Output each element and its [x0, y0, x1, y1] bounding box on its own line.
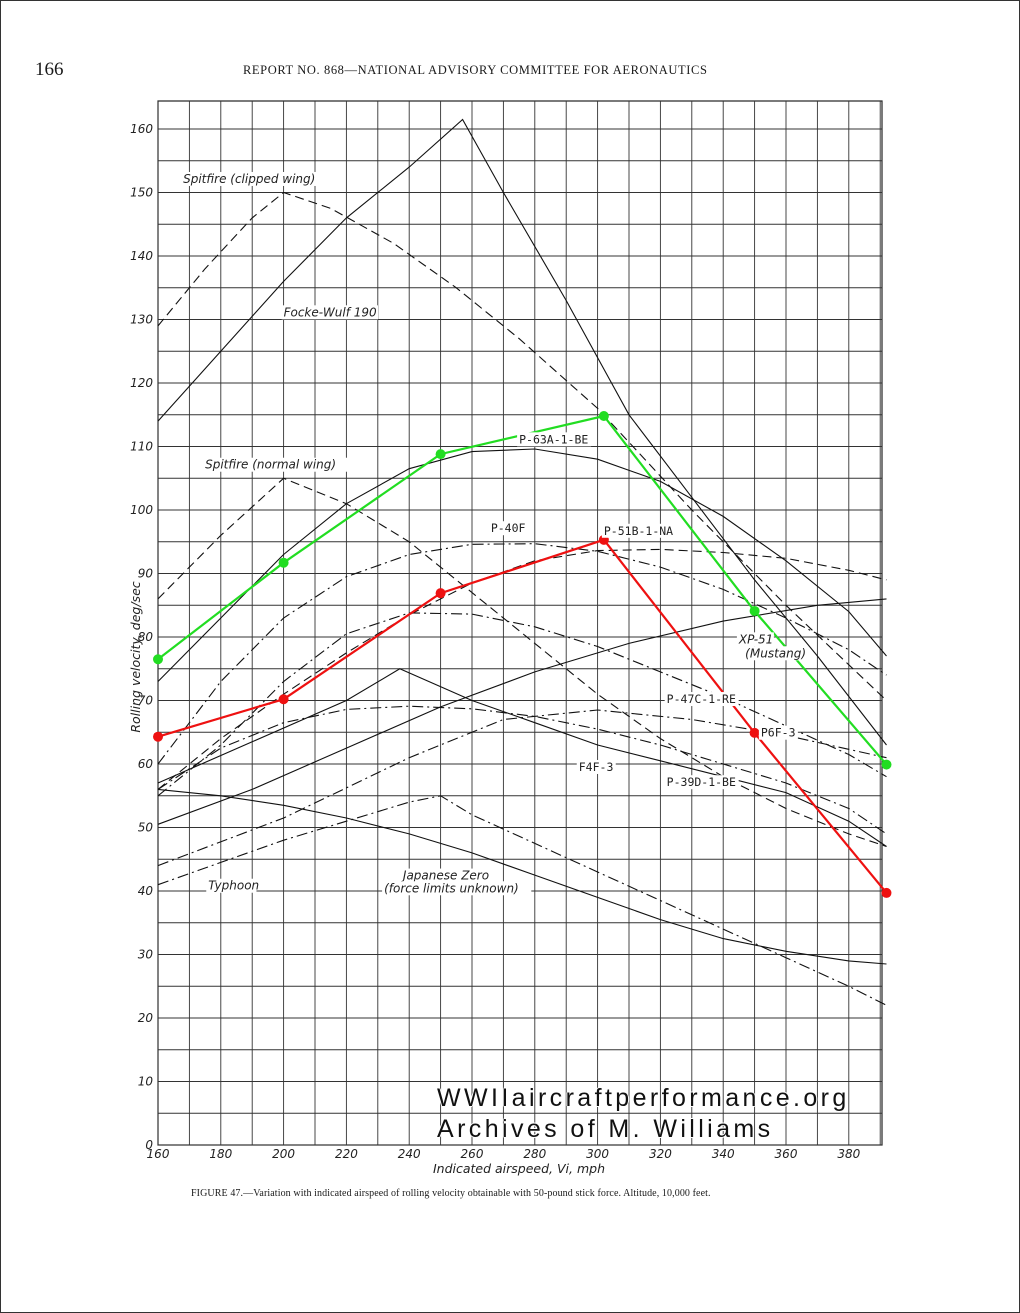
page-number: 166: [35, 59, 64, 80]
overlay-point-13: [598, 411, 609, 422]
x-tick-label: 320: [649, 1147, 672, 1161]
x-tick-label: 200: [272, 1147, 295, 1161]
curve-label-bg: [517, 432, 592, 447]
watermark: WWIIaircraftperformance.org Archives of …: [437, 1083, 850, 1145]
running-head: REPORT NO. 868—NATIONAL ADVISORY COMMITT…: [243, 63, 708, 77]
curve-label-bg: [576, 759, 616, 774]
curve-label: XP-51: [738, 632, 773, 646]
y-axis-title: Rolling velocity, deg/sec: [128, 581, 143, 732]
y-tick-label: 10: [138, 1075, 154, 1089]
y-tick-label: 0: [145, 1138, 153, 1152]
rolling-velocity-chart: 160 180 200 220 240 260 280 300 320 340 360 380 0 10 2…: [128, 100, 892, 1176]
curve-label-bg: [758, 725, 798, 740]
curve-label-bg: [382, 881, 532, 896]
curve-label-bg: [664, 775, 739, 790]
chart-labels: Spitfire (clipped wing) Focke-Wulf 190 Spi…: [181, 171, 807, 896]
y-tick-label: 160: [130, 122, 153, 136]
y-tick-label: 140: [130, 249, 153, 263]
overlay-point-13: [278, 557, 289, 568]
x-tick-label: 240: [398, 1147, 421, 1161]
curve-japanese-zero: [157, 795, 887, 1006]
overlay-point-13: [749, 605, 760, 616]
curve-p-40f: [157, 543, 887, 765]
y-tick-label: 60: [138, 757, 154, 771]
curve-label: Focke-Wulf 190: [284, 305, 377, 319]
figure-caption: FIGURE 47.—Variation with indicated airs…: [191, 1188, 711, 1199]
curve-label: P-39D-1-BE: [667, 775, 736, 789]
curve-p-51b-1-na: [157, 548, 887, 790]
curve-label: P-51B-1-NA: [604, 524, 673, 538]
x-tick-label: 180: [209, 1147, 232, 1161]
curve-label: P6F-3: [761, 726, 796, 740]
overlay-point-13: [435, 449, 446, 460]
curve-label: Japanese Zero: [401, 869, 489, 883]
curve-p-39d-1-be: [157, 668, 887, 847]
curve-label-bg: [488, 521, 528, 536]
curve-label-bg: [203, 457, 353, 472]
chart-ticks: 160 180 200 220 240 260 280 300 320 340 360 380 0 10 2…: [130, 122, 861, 1161]
overlay-point-14: [435, 588, 446, 599]
curve-label: Spitfire (clipped wing): [183, 172, 315, 186]
curve-label: Spitfire (normal wing): [205, 458, 336, 472]
overlay-point-13: [881, 759, 892, 770]
curve-label-bg: [601, 523, 676, 538]
curve-focke-wulf-190: [157, 118, 887, 746]
y-tick-label: 70: [138, 694, 154, 708]
y-tick-label: 130: [130, 313, 153, 327]
overlay-point-14: [153, 731, 163, 742]
overlay-point-14: [278, 694, 289, 705]
curve-spitfire-clipped-wing-: [157, 191, 887, 701]
curve-label: P-47C-1-RE: [667, 692, 736, 706]
chart-series: [153, 118, 892, 1006]
y-tick-label: 50: [138, 821, 154, 835]
overlay-point-14: [881, 887, 892, 898]
curve-label-bg: [281, 305, 378, 320]
curve-spitfire-normal-wing-: [157, 477, 887, 848]
overlay-point-14: [749, 727, 760, 738]
curve-f4f-3: [157, 705, 887, 835]
y-tick-label: 110: [130, 440, 153, 454]
watermark-line-1: WWIIaircraftperformance.org: [437, 1084, 850, 1112]
y-tick-label: 120: [130, 376, 153, 390]
overlay-line-14: [157, 538, 888, 894]
curve-label-bg: [181, 171, 337, 186]
curve-label: (force limits unknown): [384, 881, 519, 895]
curve-label-bg: [206, 878, 257, 893]
curve-label-bg: [743, 646, 807, 661]
curve-label-bg: [664, 692, 739, 707]
curve-xp-51-mustang-: [157, 598, 887, 825]
curve-label: Typhoon: [208, 879, 259, 893]
curve-label-bg: [736, 632, 774, 647]
y-tick-label: 20: [138, 1011, 154, 1025]
x-tick-label: 220: [335, 1147, 358, 1161]
chart-grid: [157, 100, 883, 1146]
curve-typhoon: [157, 788, 887, 965]
watermark-line-2: Archives of M. Williams: [437, 1115, 774, 1143]
x-tick-label: 300: [586, 1147, 609, 1161]
curve-label: (Mustang): [745, 646, 806, 660]
x-tick-label: 360: [775, 1147, 798, 1161]
curve-p-63a-1-be: [157, 448, 887, 682]
y-tick-label: 150: [130, 186, 153, 200]
x-tick-label: 340: [712, 1147, 735, 1161]
curve-p-47c-1-re: [157, 612, 887, 797]
curve-label: P-40F: [491, 521, 526, 535]
y-tick-label: 30: [138, 948, 154, 962]
x-tick-label: 380: [837, 1147, 860, 1161]
y-tick-label: 40: [138, 884, 154, 898]
curve-label: P-63A-1-BE: [519, 432, 588, 446]
x-axis-title: Indicated airspeed, Vi, mph: [433, 1161, 605, 1176]
plot-frame: [157, 100, 883, 1146]
x-tick-label: 260: [461, 1147, 484, 1161]
y-tick-label: 100: [130, 503, 153, 517]
curve-label: F4F-3: [579, 760, 614, 774]
x-tick-label: 280: [523, 1147, 546, 1161]
y-tick-label: 90: [138, 567, 154, 581]
y-tick-label: 80: [138, 630, 154, 644]
curve-p6f-3: [157, 709, 887, 867]
overlay-point-13: [153, 654, 163, 665]
x-tick-label: 160: [147, 1147, 170, 1161]
curve-label-bg: [400, 868, 491, 883]
